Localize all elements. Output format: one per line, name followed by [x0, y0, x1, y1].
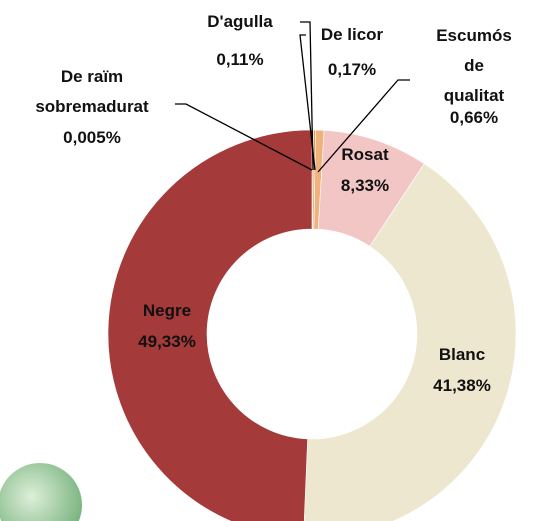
category-label: D'agulla	[207, 12, 273, 31]
value-label: 41,38%	[433, 376, 491, 395]
slice	[303, 163, 517, 521]
category-label: De raïm sobremadurat	[35, 67, 149, 116]
category-label: Escumós de qualitat	[436, 26, 512, 105]
leader-line	[299, 34, 316, 171]
leader-line	[317, 79, 410, 173]
slice	[107, 129, 313, 521]
category-label: De licor	[320, 25, 384, 44]
value-label: 0,11%	[216, 50, 264, 69]
leader-line	[175, 103, 313, 171]
value-label: 0,005%	[63, 128, 121, 147]
value-label: 0,17%	[327, 60, 377, 79]
category-label: Rosat	[341, 145, 389, 164]
value-label: 0,66%	[449, 108, 499, 127]
category-label: Negre	[142, 301, 192, 320]
value-label: 49,33%	[138, 332, 196, 351]
logo	[0, 463, 82, 521]
leader-line	[300, 21, 314, 171]
category-label: Blanc	[438, 345, 486, 364]
value-label: 8,33%	[340, 176, 390, 195]
